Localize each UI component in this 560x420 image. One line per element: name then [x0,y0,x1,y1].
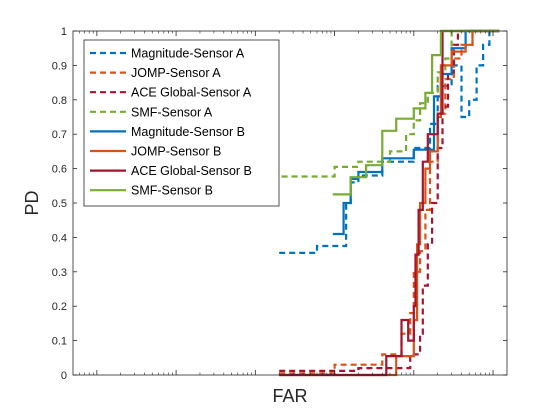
legend-label: SMF-Sensor B [131,184,213,198]
series-line-7 [279,29,500,377]
legend-label: SMF-Sensor A [131,105,213,119]
y-axis-title: PD [22,190,42,215]
y-tick-label: 0.1 [52,336,67,348]
legend-label: JOMP-Sensor B [131,145,221,159]
legend-label: JOMP-Sensor A [131,66,221,80]
y-tick-label: 0.2 [52,301,67,313]
legend-label: ACE Global-Sensor B [131,164,252,178]
y-tick-label: 0 [61,370,67,382]
y-tick-label: 0.5 [52,198,67,210]
series-layer [261,29,500,377]
series-line-8 [332,29,500,196]
y-tick-label: 0.9 [52,60,67,72]
legend-label: ACE Global-Sensor A [131,86,252,100]
y-tick-label: 0.4 [52,232,67,244]
y-tick-label: 1 [61,26,67,38]
y-tick-label: 0.3 [52,267,67,279]
legend-label: Magnitude-Sensor B [131,125,245,139]
x-axis [78,31,494,375]
legend-items: Magnitude-Sensor A JOMP-Sensor A ACE Globa… [90,47,252,198]
y-axis: 0 0.1 0.2 0.3 0.4 0.5 0.6 0.7 0.8 0.9 1 [52,26,507,382]
legend-box [83,39,280,207]
y-tick-label: 0.7 [52,129,67,141]
legend: Magnitude-Sensor A JOMP-Sensor A ACE Globa… [83,39,280,207]
y-tick-label: 0.8 [52,95,67,107]
series-line-2 [279,29,500,375]
y-tick-label: 0.6 [52,164,67,176]
x-axis-title: FAR [272,386,307,406]
legend-label: Magnitude-Sensor A [131,47,245,61]
